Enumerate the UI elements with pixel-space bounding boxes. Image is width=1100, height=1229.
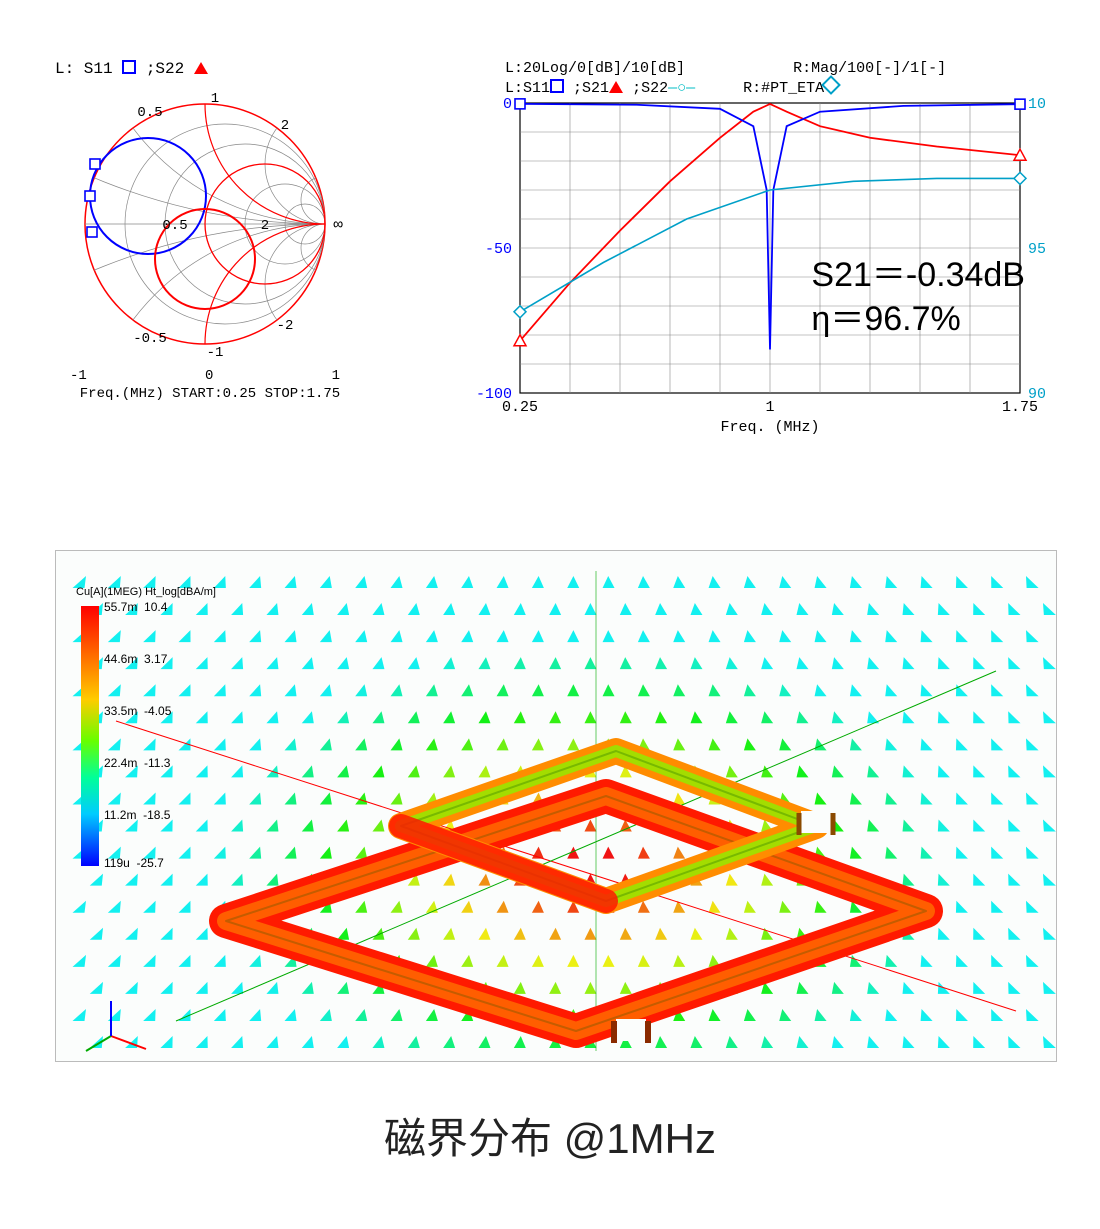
svg-text:-2: -2 — [277, 318, 294, 334]
legend-s21: ;S21 — [573, 80, 609, 97]
svg-text:95: 95 — [1028, 241, 1045, 258]
field-caption: 磁界分布 @1MHz — [0, 1105, 1100, 1166]
legend-s22: ;S22 — [632, 80, 668, 97]
svg-text:2: 2 — [261, 218, 269, 234]
svg-text:0.5: 0.5 — [137, 105, 162, 121]
sparam-chart-panel: L:20Log/0[dB]/10[dB] R:Mag/100[-]/1[-] L… — [465, 60, 1045, 443]
svg-text:2: 2 — [281, 118, 289, 134]
svg-text:1: 1 — [765, 399, 774, 416]
annot-s21: S21＝-0.34dB — [811, 253, 1025, 297]
field-plot — [56, 551, 1056, 1061]
svg-text:∞: ∞ — [333, 216, 343, 234]
legend-eta: R:#PT_ETA — [743, 80, 824, 97]
colorbar — [81, 606, 99, 866]
svg-text:-50: -50 — [485, 241, 512, 258]
svg-text:0: 0 — [503, 98, 512, 113]
sparam-annotation: S21＝-0.34dB η＝96.7% — [811, 253, 1025, 341]
svg-text:1: 1 — [211, 91, 219, 107]
annot-eta: η＝96.7% — [811, 297, 1025, 341]
legend-R-label: R:Mag/100[-]/1[-] — [793, 60, 946, 77]
smith-xaxis-label: Freq.(MHz) START:0.25 STOP:1.75 — [55, 386, 365, 402]
s11-marker-icon — [550, 79, 564, 93]
s21-marker-icon — [609, 81, 623, 93]
svg-text:Freq. (MHz): Freq. (MHz) — [720, 419, 819, 436]
svg-text:0.5: 0.5 — [162, 218, 187, 234]
svg-text:-1: -1 — [207, 345, 224, 361]
legend-s11: L:S11 — [505, 80, 550, 97]
field-distribution-panel: Cu[A](1MEG) Ht_log[dBA/m] 55.7m 10.444.6… — [55, 550, 1057, 1062]
smith-legend-s22: ;S22 — [146, 60, 184, 78]
smith-xaxis: -101 Freq.(MHz) START:0.25 STOP:1.75 — [55, 368, 365, 402]
s22-marker-icon — [194, 62, 208, 74]
s11-marker-icon — [122, 60, 136, 74]
colorbar-title: Cu[A](1MEG) Ht_log[dBA/m] — [76, 586, 216, 598]
smith-chart: 0.5 1 2 -0.5 -1 -2 0.5 2 ∞ — [55, 84, 355, 364]
eta-marker-icon — [821, 75, 841, 95]
smith-chart-panel: L: S11 ;S22 0.5 1 2 -0.5 -1 -2 0.5 2 ∞ -101 Freq… — [55, 60, 365, 443]
legend-L-label: L:20Log/0[dB]/10[dB] — [505, 60, 685, 77]
smith-legend-s11: L: S11 — [55, 60, 113, 78]
smith-legend: L: S11 ;S22 — [55, 60, 365, 78]
sparam-legend: L:20Log/0[dB]/10[dB] R:Mag/100[-]/1[-] L… — [505, 60, 1045, 98]
svg-text:0.25: 0.25 — [502, 399, 538, 416]
svg-text:100: 100 — [1028, 98, 1045, 113]
svg-text:-0.5: -0.5 — [133, 331, 167, 347]
svg-text:1.75: 1.75 — [1002, 399, 1038, 416]
